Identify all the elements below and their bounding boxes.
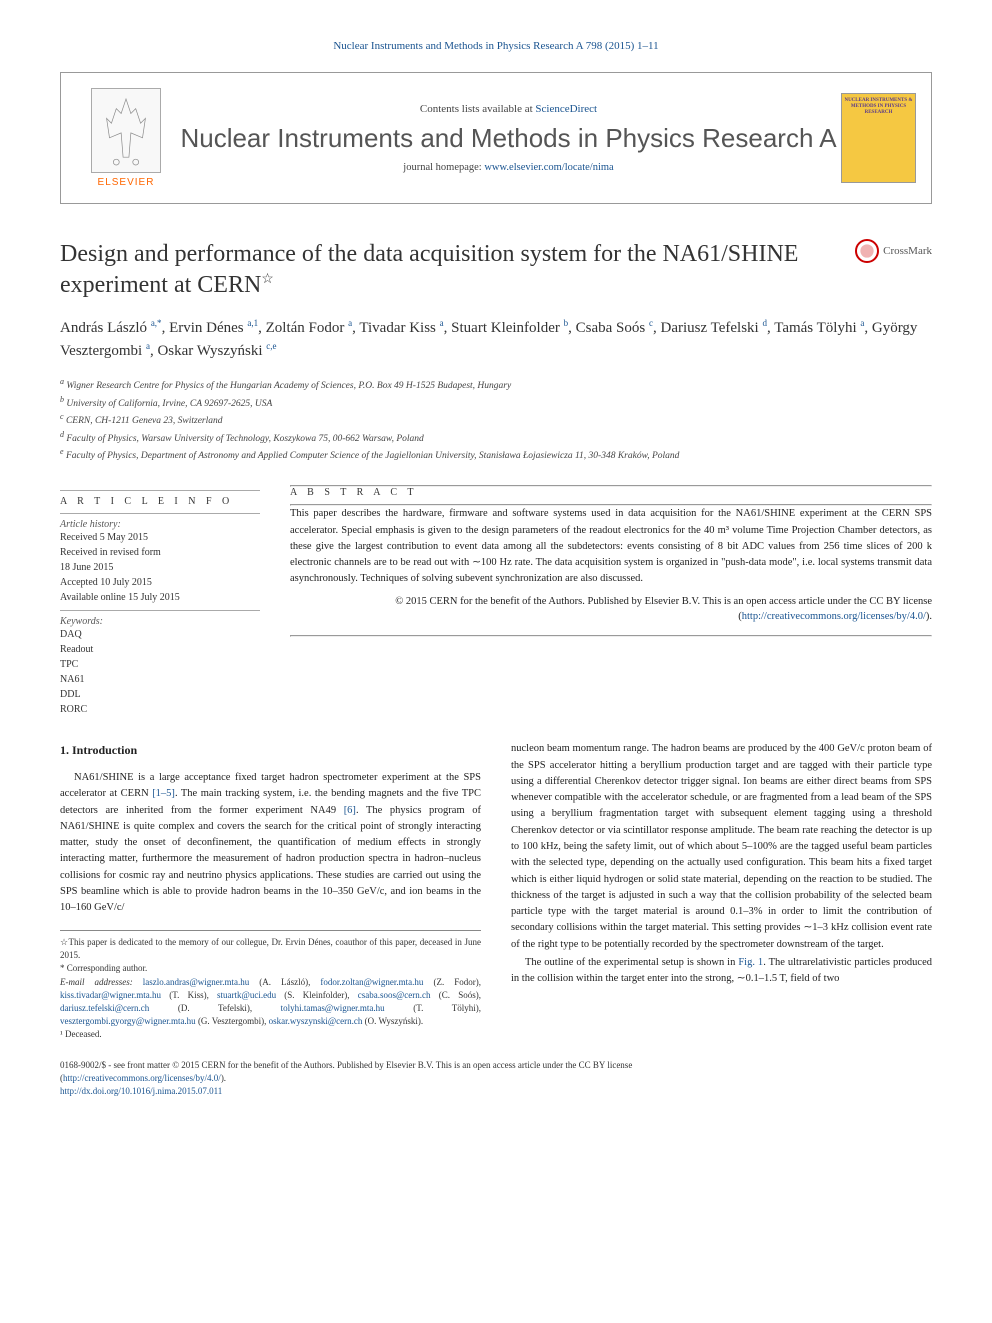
page: Nuclear Instruments and Methods in Physi… <box>0 0 992 1138</box>
dedication-footnote: ☆This paper is dedicated to the memory o… <box>60 936 481 962</box>
column-right: nucleon beam momentum range. The hadron … <box>511 741 932 1040</box>
abstract-column: A B S T R A C T This paper describes the… <box>290 485 932 717</box>
abstract-text: This paper describes the hardware, firmw… <box>290 506 932 587</box>
email-link[interactable]: stuartk@uci.edu <box>217 990 276 1000</box>
elsevier-tree-icon <box>91 88 161 173</box>
header-center: Contents lists available at ScienceDirec… <box>176 103 841 173</box>
article-info: A R T I C L E I N F O Article history: R… <box>60 485 260 717</box>
keywords-items: DAQReadoutTPCNA61DDLRORC <box>60 627 260 717</box>
crossmark-label: CrossMark <box>883 245 932 257</box>
homepage-link[interactable]: www.elsevier.com/locate/nima <box>484 162 613 173</box>
sciencedirect-link[interactable]: ScienceDirect <box>535 103 597 115</box>
journal-cover-thumbnail: NUCLEAR INSTRUMENTS & METHODS IN PHYSICS… <box>841 93 916 183</box>
article-title: Design and performance of the data acqui… <box>60 239 932 301</box>
author-list: András László a,*, Ervin Dénes a,1, Zolt… <box>60 317 932 362</box>
doi-link[interactable]: http://dx.doi.org/10.1016/j.nima.2015.07… <box>60 1086 222 1096</box>
email-link[interactable]: fodor.zoltan@wigner.mta.hu <box>320 977 423 987</box>
issn-line: 0168-9002/$ - see front matter © 2015 CE… <box>60 1060 632 1070</box>
citation-link[interactable]: Nuclear Instruments and Methods in Physi… <box>333 40 658 52</box>
email-link[interactable]: vesztergombi.gyorgy@wigner.mta.hu <box>60 1016 196 1026</box>
contents-line: Contents lists available at ScienceDirec… <box>176 103 841 115</box>
info-abstract-row: A R T I C L E I N F O Article history: R… <box>60 485 932 717</box>
intro-paragraph-right-2: The outline of the experimental setup is… <box>511 955 932 988</box>
emails-block: E-mail addresses: laszlo.andras@wigner.m… <box>60 976 481 1028</box>
bottom-copyright: 0168-9002/$ - see front matter © 2015 CE… <box>60 1059 932 1098</box>
elsevier-label: ELSEVIER <box>98 177 155 188</box>
email-label: E-mail addresses: <box>60 977 133 987</box>
column-left: 1. Introduction NA61/SHINE is a large ac… <box>60 741 481 1040</box>
affiliations: a Wigner Research Centre for Physics of … <box>60 376 932 463</box>
homepage-line: journal homepage: www.elsevier.com/locat… <box>176 162 841 173</box>
email-link[interactable]: laszlo.andras@wigner.mta.hu <box>143 977 250 987</box>
intro-paragraph-left: NA61/SHINE is a large acceptance fixed t… <box>60 770 481 916</box>
email-link[interactable]: kiss.tivadar@wigner.mta.hu <box>60 990 161 1000</box>
top-citation: Nuclear Instruments and Methods in Physi… <box>60 40 932 52</box>
abstract-copyright: © 2015 CERN for the benefit of the Autho… <box>290 594 932 626</box>
bottom-cc-link[interactable]: http://creativecommons.org/licenses/by/4… <box>63 1073 221 1083</box>
corresponding-footnote: * Corresponding author. <box>60 962 481 975</box>
crossmark-badge[interactable]: CrossMark <box>855 239 932 263</box>
journal-header: ELSEVIER Contents lists available at Sci… <box>60 72 932 204</box>
history-label: Article history: <box>60 519 260 530</box>
contents-text: Contents lists available at <box>420 103 535 115</box>
section-1-heading: 1. Introduction <box>60 741 481 760</box>
title-text: Design and performance of the data acqui… <box>60 241 798 298</box>
cc-license-link[interactable]: http://creativecommons.org/licenses/by/4… <box>742 611 926 622</box>
body-columns: 1. Introduction NA61/SHINE is a large ac… <box>60 741 932 1040</box>
email-link[interactable]: tolyhi.tamas@wigner.mta.hu <box>281 1003 385 1013</box>
footnotes: ☆This paper is dedicated to the memory o… <box>60 930 481 1040</box>
intro-paragraph-right-1: nucleon beam momentum range. The hadron … <box>511 741 932 952</box>
deceased-footnote: ¹ Deceased. <box>60 1028 481 1041</box>
title-footnote-star: ☆ <box>261 272 274 287</box>
email-link[interactable]: csaba.soos@cern.ch <box>358 990 431 1000</box>
keywords-label: Keywords: <box>60 616 260 627</box>
article-info-heading: A R T I C L E I N F O <box>60 496 260 507</box>
journal-name: Nuclear Instruments and Methods in Physi… <box>176 123 841 154</box>
crossmark-icon <box>855 239 879 263</box>
email-link[interactable]: oskar.wyszynski@cern.ch <box>269 1016 363 1026</box>
copyright-post: ). <box>926 611 932 622</box>
elsevier-logo: ELSEVIER <box>76 88 176 188</box>
email-link[interactable]: dariusz.tefelski@cern.ch <box>60 1003 149 1013</box>
homepage-pre: journal homepage: <box>403 162 484 173</box>
history-items: Received 5 May 2015Received in revised f… <box>60 530 260 605</box>
abstract-heading: A B S T R A C T <box>290 487 932 498</box>
